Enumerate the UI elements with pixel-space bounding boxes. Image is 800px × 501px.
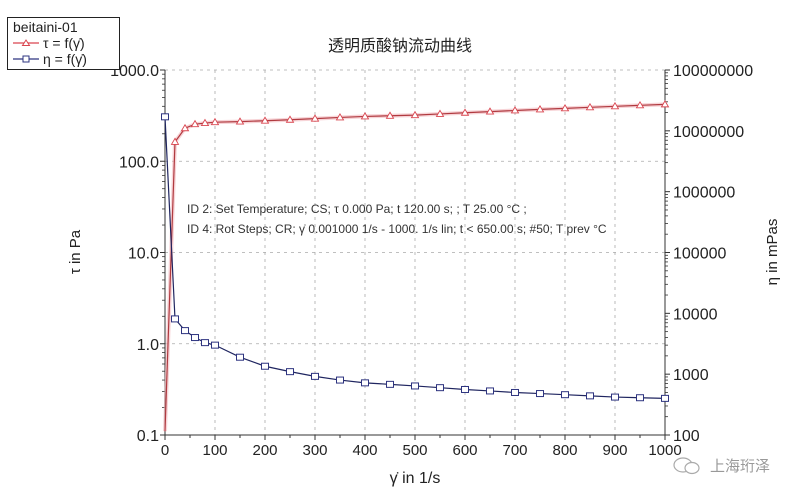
legend-item-eta: η = f(γ̇) [13, 51, 119, 67]
svg-text:1000: 1000 [648, 442, 681, 459]
svg-text:100000000: 100000000 [673, 63, 753, 80]
svg-text:200: 200 [252, 442, 277, 459]
y-left-axis-label: τ in Pa [67, 229, 84, 274]
ticks: 0 100 200 300 400 500 600 700 800 900 1000 0.1 1.0 10… [110, 63, 753, 459]
annotation-line-1: ID 2: Set Temperature; CS; τ 0.000 Pa; t… [187, 202, 527, 216]
wechat-icon [673, 456, 700, 474]
series [161, 99, 670, 432]
y-right-axis-label: η in mPas [764, 219, 781, 286]
svg-text:800: 800 [552, 442, 577, 459]
legend: beitaini-01 τ = f(γ̇) η = f(γ̇) [7, 17, 120, 70]
svg-text:1.0: 1.0 [137, 337, 159, 354]
grid-lines [165, 69, 665, 435]
svg-text:1000000: 1000000 [673, 185, 735, 202]
svg-text:900: 900 [602, 442, 627, 459]
watermark: 上海珩泽 [672, 455, 770, 476]
legend-label-tau: τ = f(γ̇) [43, 35, 85, 51]
series-tau [163, 99, 670, 432]
legend-label-eta: η = f(γ̇) [43, 51, 87, 67]
legend-item-tau: τ = f(γ̇) [13, 35, 119, 51]
legend-title: beitaini-01 [13, 19, 78, 35]
x-axis-label: γ̇ in 1/s [390, 470, 441, 487]
svg-text:10.0: 10.0 [128, 246, 159, 263]
svg-text:0.1: 0.1 [137, 428, 159, 445]
svg-text:400: 400 [352, 442, 377, 459]
svg-text:100: 100 [673, 428, 700, 445]
svg-text:100.0: 100.0 [119, 154, 159, 171]
chart-title: 透明质酸钠流动曲线 [327, 36, 472, 55]
annotation-line-2: ID 4: Rot Steps; CR; γ̇ 0.001000 1/s - 1… [187, 222, 607, 236]
watermark-text: 上海珩泽 [710, 457, 771, 475]
svg-text:300: 300 [302, 442, 327, 459]
svg-text:600: 600 [452, 442, 477, 459]
svg-text:1000: 1000 [673, 367, 709, 384]
series-eta [161, 113, 669, 402]
svg-text:500: 500 [402, 442, 427, 459]
svg-text:700: 700 [502, 442, 527, 459]
svg-text:0: 0 [161, 442, 169, 459]
svg-text:10000000: 10000000 [673, 124, 744, 141]
svg-text:10000: 10000 [673, 306, 718, 323]
svg-text:1000.0: 1000.0 [110, 63, 159, 80]
svg-text:100: 100 [202, 442, 227, 459]
triangle-marker-icon [13, 39, 39, 46]
svg-text:100000: 100000 [673, 246, 726, 263]
square-marker-icon [13, 55, 39, 63]
